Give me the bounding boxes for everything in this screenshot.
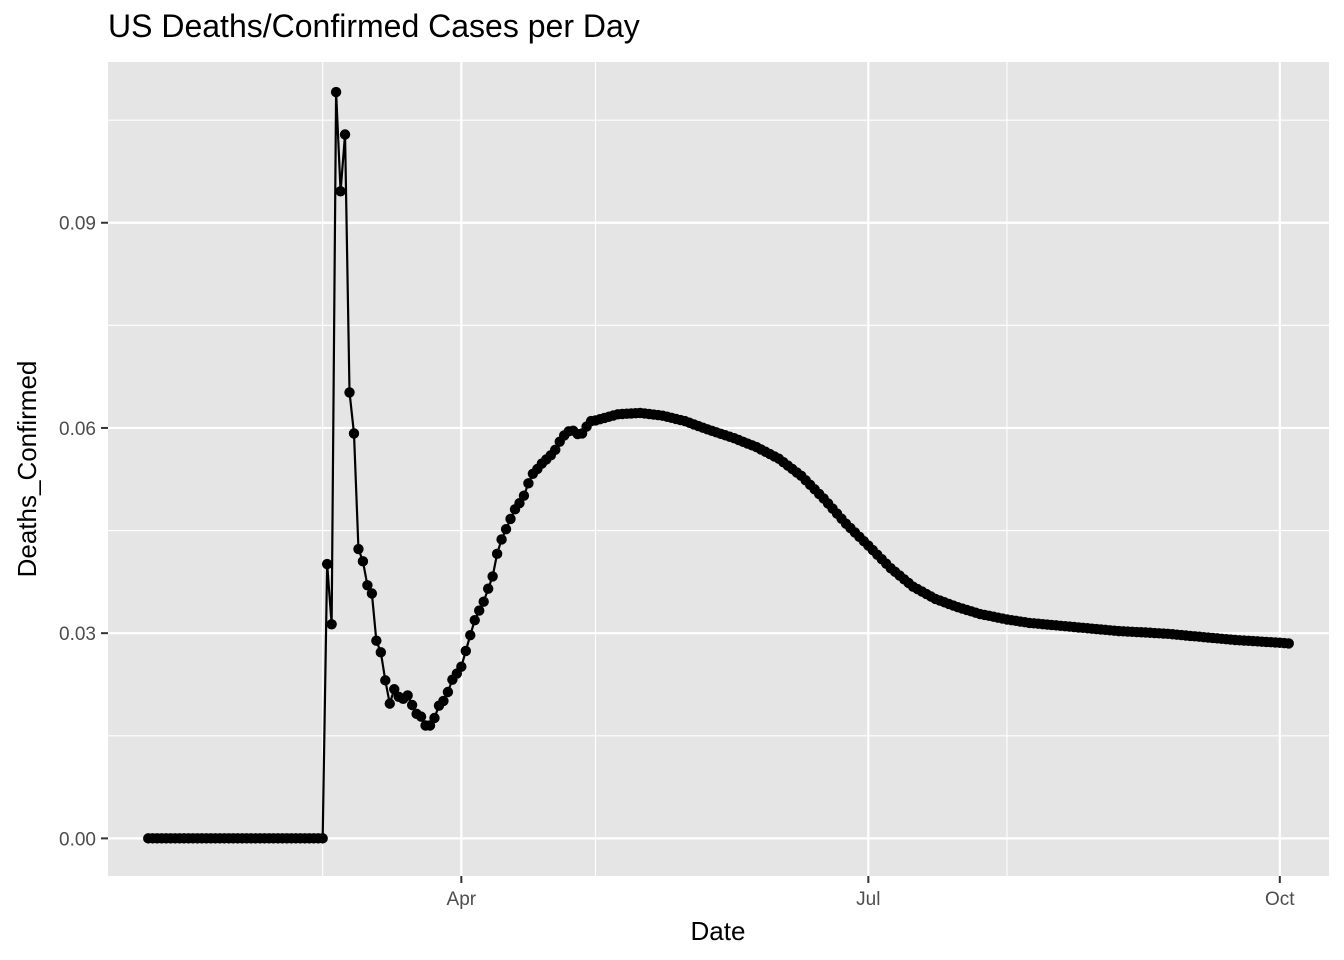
data-point <box>384 698 395 709</box>
data-point <box>339 129 351 140</box>
series-layer <box>143 86 1294 844</box>
y-tick-label: 0.03 <box>59 624 96 645</box>
data-point <box>406 699 418 711</box>
y-tick-labels: 0.00 0.03 0.06 0.09 <box>59 214 96 851</box>
y-tick-label: 0.06 <box>59 419 96 440</box>
data-point <box>550 444 561 456</box>
data-point <box>371 635 382 646</box>
y-tick-label: 0.09 <box>59 214 96 235</box>
data-point <box>514 498 525 509</box>
data-point <box>317 833 328 844</box>
data-point <box>460 645 471 657</box>
data-point <box>326 619 337 630</box>
plot-panel <box>108 62 1329 876</box>
data-point <box>438 695 449 707</box>
data-point <box>353 543 364 555</box>
data-point <box>348 428 360 439</box>
y-axis-title: Deaths_Confirmed <box>12 361 42 578</box>
x-axis-title: Date <box>691 916 746 946</box>
data-point <box>505 513 516 525</box>
data-point <box>487 571 498 582</box>
data-point <box>335 186 346 197</box>
data-point <box>518 490 530 501</box>
grid-minor <box>108 62 1329 876</box>
data-point <box>523 478 534 489</box>
data-point <box>362 580 373 591</box>
data-point <box>478 596 489 607</box>
data-point <box>496 534 507 545</box>
data-point <box>1283 638 1294 649</box>
chart-title: US Deaths/Confirmed Cases per Day <box>108 8 640 44</box>
data-point <box>442 686 454 698</box>
x-tick-label: Apr <box>447 889 477 910</box>
data-point <box>491 548 503 560</box>
x-tick-label: Jul <box>856 889 880 910</box>
x-tick-labels: Apr Jul Oct <box>447 889 1296 910</box>
data-point <box>330 86 342 98</box>
x-tick-label: Oct <box>1265 889 1295 910</box>
data-point <box>456 661 467 672</box>
data-point <box>474 605 485 616</box>
data-point <box>375 647 387 658</box>
y-tick-label: 0.00 <box>59 829 96 850</box>
data-point <box>469 614 480 626</box>
data-point <box>465 630 476 641</box>
data-point <box>429 712 440 724</box>
data-point <box>366 588 378 599</box>
data-point <box>380 675 391 686</box>
data-point <box>402 690 413 701</box>
data-point <box>415 711 427 722</box>
axis-ticks <box>101 221 1281 883</box>
data-point <box>424 720 436 731</box>
data-point <box>482 583 494 594</box>
data-point <box>357 556 369 567</box>
data-point <box>500 523 512 535</box>
data-point <box>389 684 400 695</box>
data-point <box>344 387 355 398</box>
data-point <box>321 558 333 570</box>
